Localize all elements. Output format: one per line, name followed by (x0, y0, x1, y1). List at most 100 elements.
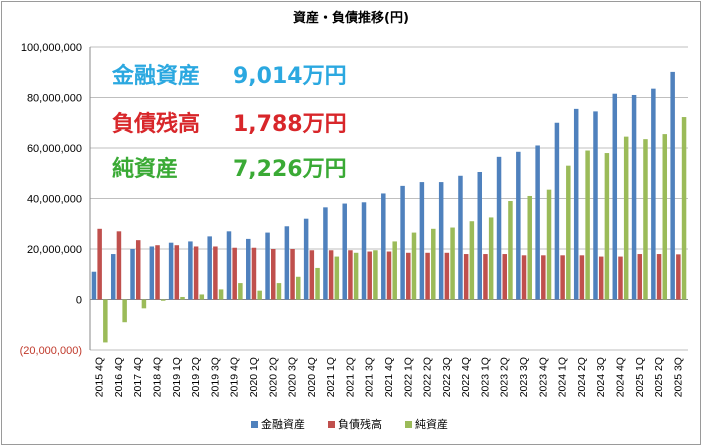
bar-liabilities (541, 255, 546, 300)
bar-liabilities (348, 250, 353, 300)
bar-net-assets (238, 283, 243, 300)
bar-liabilities (560, 255, 565, 300)
bar-net-assets (450, 227, 455, 300)
annotation-net-assets: 純資産 7,226万円 (112, 156, 347, 182)
bar-financial-assets (670, 71, 675, 300)
x-tick-label: 2024 3Q (595, 357, 607, 397)
bar-net-assets (160, 299, 166, 301)
bar-financial-assets (516, 151, 521, 300)
bar-net-assets (218, 289, 224, 300)
bar-financial-assets (284, 226, 290, 300)
y-tick-label: (20,000,000) (20, 345, 82, 357)
legend-swatch-liabilities (328, 421, 335, 428)
bar-liabilities (155, 245, 160, 300)
bar-liabilities (367, 251, 372, 300)
x-tick-label: 2020 2Q (267, 357, 279, 397)
x-tick-label: 2021 2Q (344, 357, 356, 397)
y-tick-label: 0 (76, 295, 82, 307)
bar-financial-assets (149, 246, 155, 300)
x-tick-label: 2025 1Q (634, 357, 646, 397)
bar-net-assets (103, 299, 108, 343)
bar-financial-assets (477, 171, 483, 300)
bar-liabilities (232, 247, 237, 300)
bar-liabilities (598, 256, 604, 300)
bar-financial-assets (188, 241, 193, 300)
bar-liabilities (386, 251, 392, 300)
gridlines (90, 46, 688, 351)
x-tick-label: 2021 1Q (325, 357, 337, 397)
x-axis: 2015 4Q 2016 4Q 2017 4Q 2018 4Q 2019 1Q 2019 … (94, 357, 685, 397)
x-tick-label: 2020 3Q (287, 357, 299, 397)
bar-net-assets (662, 134, 668, 300)
bar-financial-assets (361, 202, 367, 300)
bar-liabilities (618, 256, 623, 300)
annotation-value: 1,788万円 (233, 112, 347, 137)
bar-liabilities (213, 246, 218, 300)
bar-liabilities (676, 254, 681, 300)
bar-net-assets (334, 256, 340, 300)
bar-liabilities (251, 247, 257, 300)
bar-financial-assets (265, 232, 270, 300)
bar-financial-assets (381, 193, 386, 300)
bar-financial-assets (303, 218, 309, 300)
x-tick-label: 2019 1Q (171, 357, 183, 397)
bar-financial-assets (110, 254, 116, 300)
legend-label-net-assets: 純資産 (415, 418, 448, 431)
bar-liabilities (97, 228, 102, 300)
annotation-label: 負債残高 (112, 111, 200, 137)
bar-net-assets (199, 294, 205, 300)
bar-liabilities (174, 245, 180, 300)
bar-net-assets (566, 165, 571, 300)
bar-net-assets (623, 136, 629, 300)
bar-financial-assets (438, 182, 444, 300)
x-tick-label: 2016 4Q (113, 357, 125, 397)
x-tick-label: 2023 4Q (537, 357, 549, 397)
bar-financial-assets (631, 94, 637, 300)
y-tick-label: 40,000,000 (27, 194, 82, 206)
bar-financial-assets (246, 238, 251, 300)
x-tick-label: 2024 2Q (576, 357, 588, 397)
bar-financial-assets (130, 249, 135, 300)
bar-financial-assets (612, 93, 618, 300)
bar-net-assets (180, 296, 185, 300)
x-tick-label: 2019 3Q (209, 357, 221, 397)
x-tick-label: 2020 1Q (248, 357, 260, 397)
x-tick-label: 2023 3Q (518, 357, 530, 397)
x-tick-label: 2022 1Q (402, 357, 414, 397)
x-tick-label: 2019 2Q (190, 357, 202, 397)
x-tick-label: 2022 4Q (460, 357, 472, 397)
bar-financial-assets (419, 182, 425, 300)
bar-net-assets (643, 139, 648, 300)
bar-liabilities (502, 254, 507, 300)
bar-financial-assets (651, 88, 656, 300)
x-tick-label: 2025 3Q (672, 357, 684, 397)
x-tick-label: 2020 4Q (306, 357, 318, 397)
bar-liabilities (135, 240, 141, 300)
bar-financial-assets (593, 111, 598, 300)
bar-liabilities (637, 254, 643, 300)
bar-liabilities (116, 231, 122, 300)
bar-financial-assets (207, 236, 212, 300)
x-tick-label: 2022 2Q (422, 357, 434, 397)
y-tick-label: 80,000,000 (27, 93, 82, 105)
x-tick-label: 2019 4Q (229, 357, 241, 397)
bar-liabilities (444, 252, 450, 300)
annotation-value: 7,226万円 (233, 157, 347, 182)
bar-net-assets (527, 195, 532, 300)
legend: 金融資産 負債残高 純資産 (251, 417, 448, 431)
y-axis: 100,000,000 80,000,000 60,000,000 40,000,00… (20, 42, 91, 357)
x-tick-label: 2025 2Q (653, 357, 665, 397)
bar-liabilities (483, 254, 488, 300)
bar-liabilities (463, 254, 469, 300)
bar-net-assets (431, 228, 436, 300)
bar-net-assets (392, 241, 397, 300)
bar-net-assets (141, 299, 147, 309)
bar-net-assets (411, 232, 417, 300)
bar-liabilities (309, 250, 315, 300)
bar-net-assets (373, 250, 378, 300)
bar-net-assets (122, 299, 127, 323)
bar-net-assets (469, 221, 475, 300)
bar-financial-assets (168, 242, 174, 300)
